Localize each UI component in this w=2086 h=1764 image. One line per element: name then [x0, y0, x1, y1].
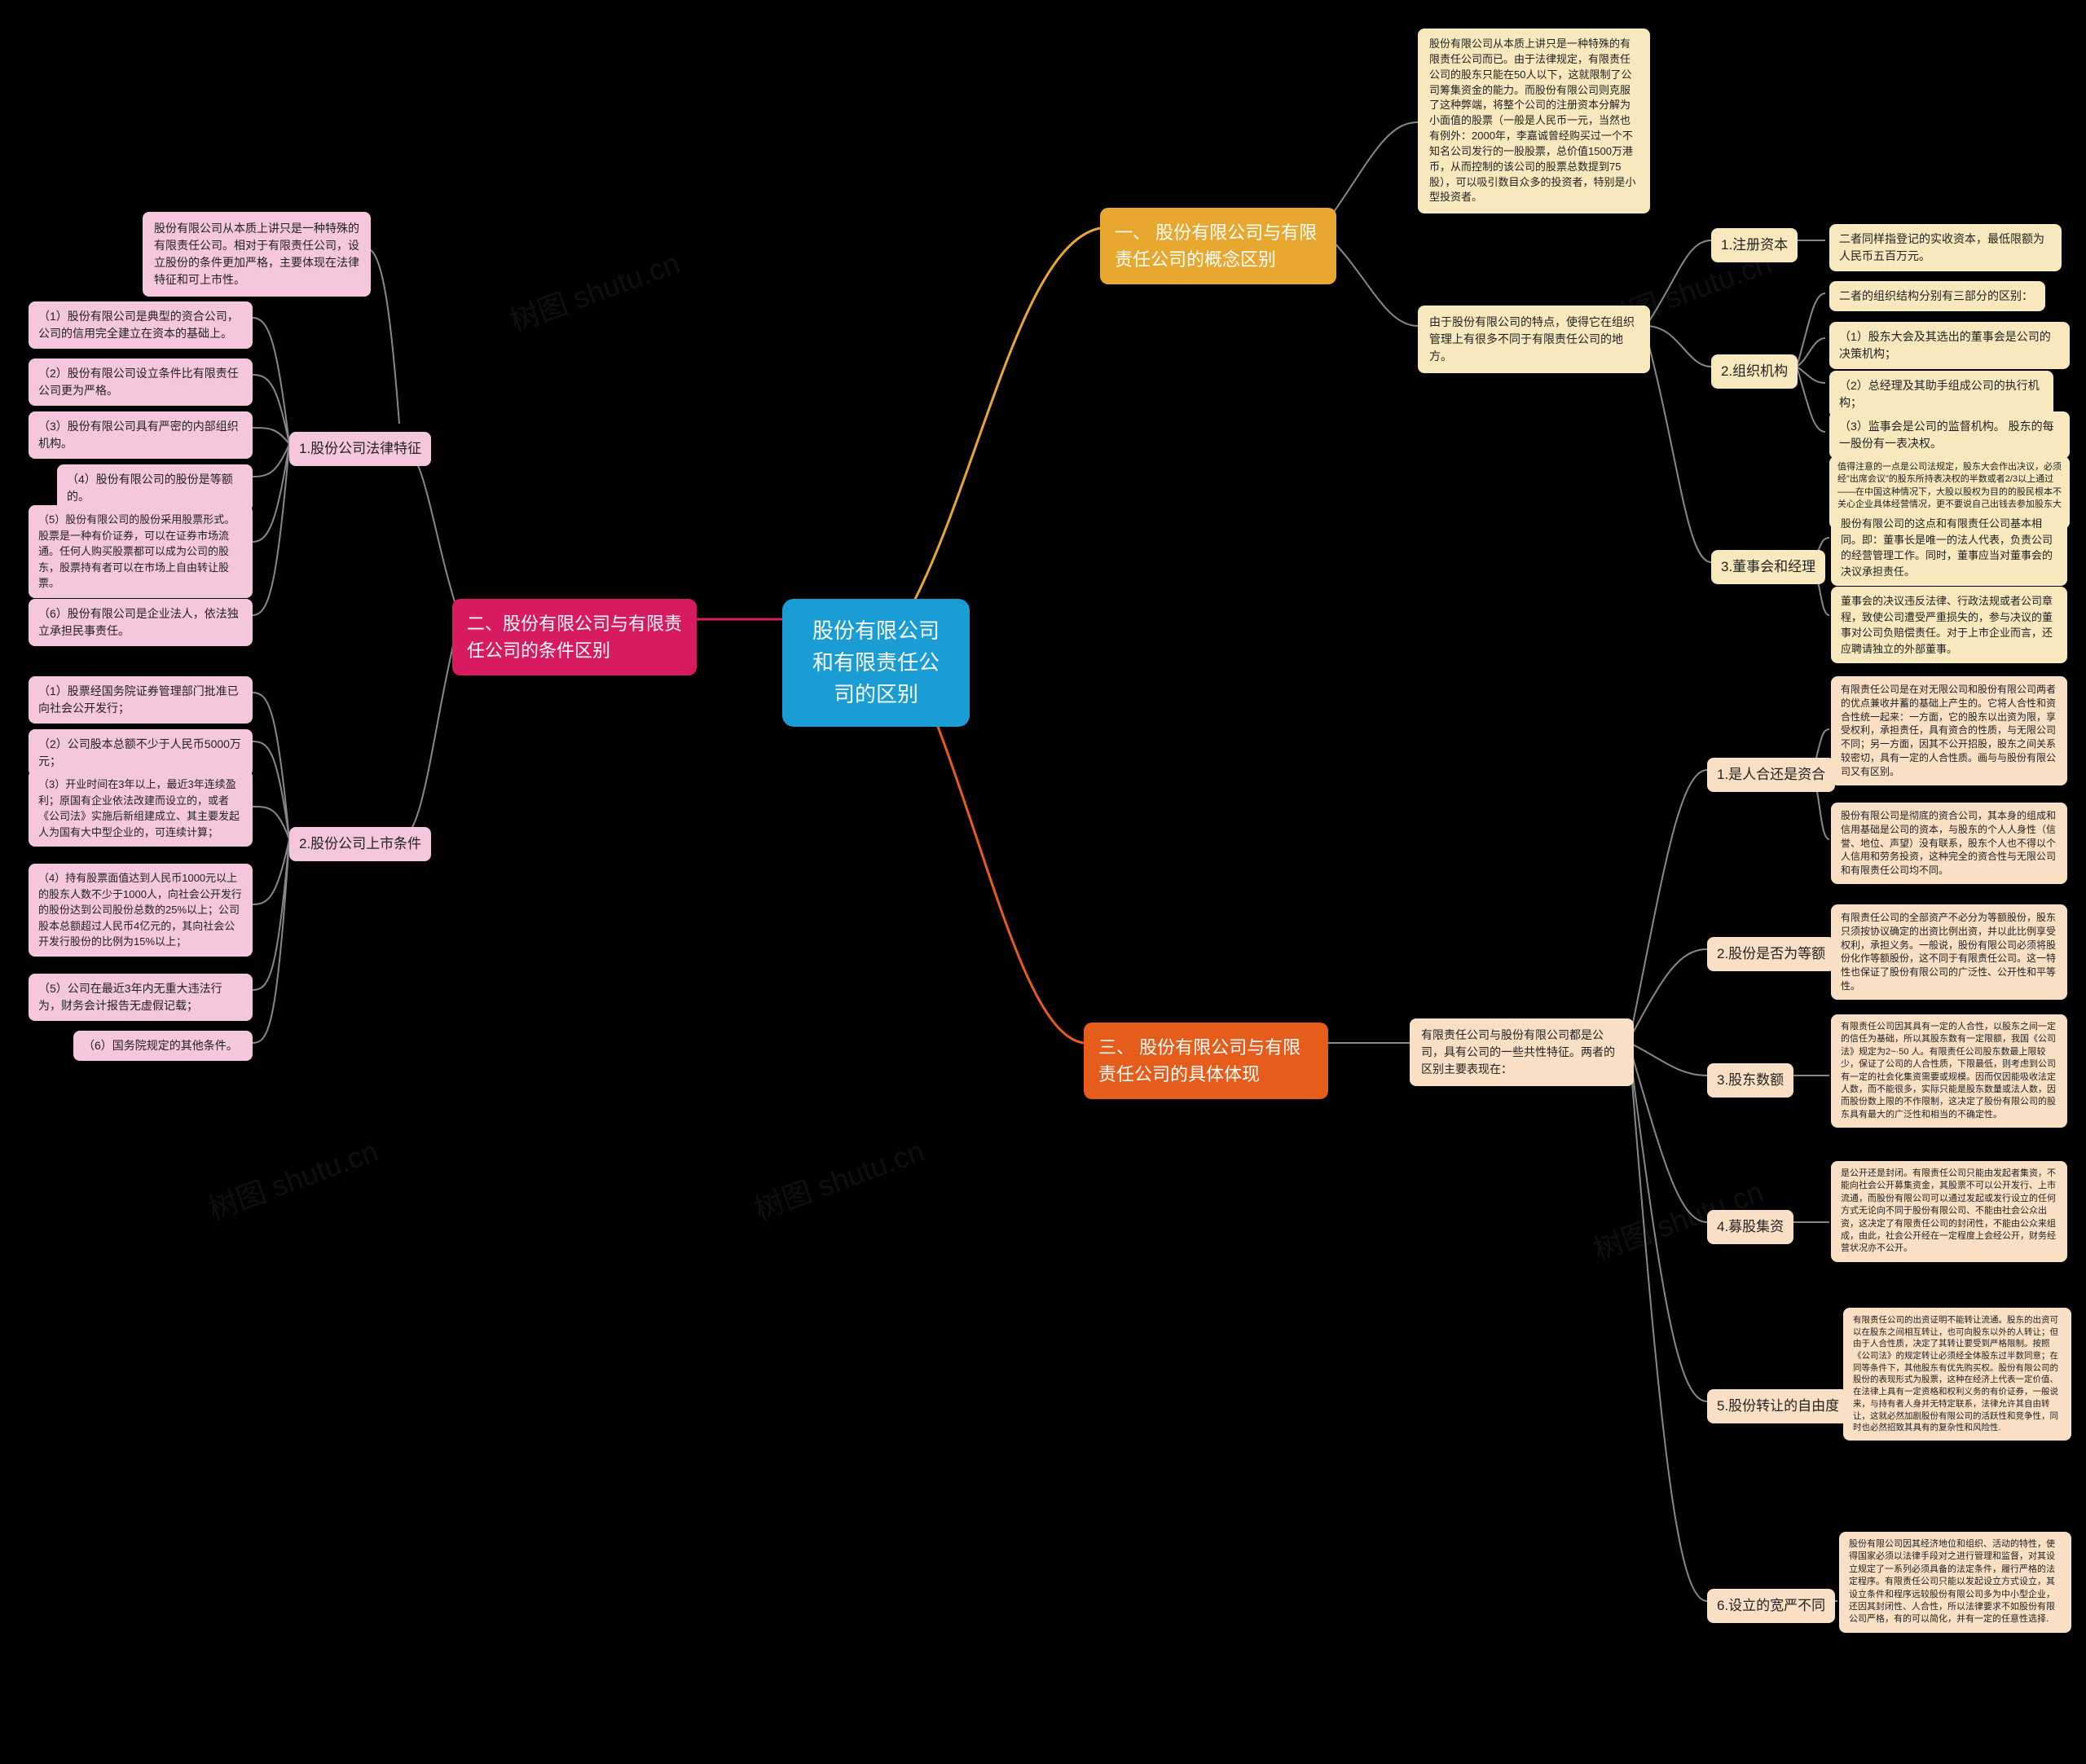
s2-g1-title: 1.股份公司法律特征 [289, 432, 431, 466]
s3-n1-title: 1.是人合还是资合 [1707, 758, 1835, 792]
s2-g2-c4: （4）持有股票面值达到人民币1000元以上的股东人数不少于1000人，向社会公开… [29, 864, 253, 957]
section3-title: 三、 股份有限公司与有限责任公司的具体体现 [1084, 1023, 1328, 1099]
s3-n6-b: 股份有限公司因其经济地位和组织、活动的特性，使得国家必须以法律手段对之进行管理和… [1839, 1532, 2071, 1633]
center-node: 股份有限公司和有限责任公司的区别 [782, 599, 970, 727]
s3-n3-title: 3.股东数额 [1707, 1063, 1793, 1098]
s1-n3-body1: 股份有限公司的这点和有限责任公司基本相同。即：董事长是唯一的法人代表，负责公司的… [1831, 509, 2067, 586]
s3-n1-b1: 有限责任公司是在对无限公司和股份有限公司两者的优点兼收并蓄的基础上产生的。它将人… [1831, 676, 2067, 785]
s2-g2-c3: （3）开业时间在3年以上，最近3年连续盈利；原国有企业依法改建而设立的，或者《公… [29, 770, 253, 847]
s1-n1-body: 二者同样指登记的实收资本，最低限额为人民币五百万元。 [1829, 224, 2062, 271]
s2-g1-c2: （2）股份有限公司设立条件比有限责任公司更为严格。 [29, 359, 253, 406]
s2-g1-c6: （6）股份有限公司是企业法人，依法独立承担民事责任。 [29, 599, 253, 646]
s3-n1-b2: 股份有限公司是彻底的资合公司，其本身的组成和信用基础是公司的资本，与股东的个人人… [1831, 803, 2067, 884]
s3-n4-b: 是公开还是封闭。有限责任公司只能由发起者集资，不能向社会公开募集资金，其股票不可… [1831, 1161, 2067, 1262]
s2-g1-c1: （1）股份有限公司是典型的资合公司，公司的信用完全建立在资本的基础上。 [29, 301, 253, 349]
watermark: 树图 shutu.cn [504, 240, 685, 340]
s1-n2-c3: （3）监事会是公司的监督机构。 股东的每一股份有一表决权。 [1829, 411, 2070, 459]
section1-intro: 股份有限公司从本质上讲只是一种特殊的有限责任公司而已。由于法律规定，有限责任公司… [1418, 29, 1650, 213]
s1-n2-c1: （1）股东大会及其选出的董事会是公司的决策机构； [1829, 322, 2070, 369]
s2-g2-c1: （1）股票经国务院证券管理部门批准已向社会公开发行； [29, 676, 253, 724]
s3-n2-b: 有限责任公司的全部资产不必分为等额股份，股东只须按协议确定的出资比例出资，并以此… [1831, 904, 2067, 1000]
s3-n3-b: 有限责任公司因其具有一定的人合性，以股东之间一定的信任为基础，所以其股东数有一定… [1831, 1014, 2067, 1128]
s2-g2-title: 2.股份公司上市条件 [289, 827, 431, 861]
section2-title: 二、股份有限公司与有限责任公司的条件区别 [452, 599, 697, 675]
s1-n1-title: 1.注册资本 [1711, 228, 1798, 262]
s2-g2-c5: （5）公司在最近3年内无重大违法行为，财务会计报告无虚假记载； [29, 974, 253, 1021]
s1-n3-body2: 董事会的决议违反法律、行政法规或者公司章程，致使公司遭受严重损失的，参与决议的董… [1831, 587, 2067, 663]
s2-g1-c5: （5）股份有限公司的股份采用股票形式。股票是一种有价证券，可以在证券市场流通。任… [29, 505, 253, 598]
section2-intro: 股份有限公司从本质上讲只是一种特殊的有限责任公司。相对于有限责任公司，设立股份的… [143, 212, 371, 297]
s3-n2-title: 2.股份是否为等额 [1707, 937, 1835, 971]
s1-n2-title: 2.组织机构 [1711, 354, 1798, 389]
s2-g2-c6: （6）国务院规定的其他条件。 [73, 1031, 253, 1061]
watermark: 树图 shutu.cn [202, 1128, 384, 1228]
section1-title: 一、 股份有限公司与有限责任公司的概念区别 [1100, 208, 1336, 284]
s3-n5-b: 有限责任公司的出资证明不能转让流通。股东的出资可以在股东之间相互转让，也可向股东… [1843, 1308, 2071, 1441]
section3-intro: 有限责任公司与股份有限公司都是公司，具有公司的一些共性特征。两者的区别主要表现在… [1410, 1018, 1634, 1086]
watermark: 树图 shutu.cn [748, 1128, 930, 1228]
s2-g1-c3: （3）股份有限公司具有严密的内部组织机构。 [29, 411, 253, 459]
s3-n4-title: 4.募股集资 [1707, 1210, 1793, 1244]
section1-intro2: 由于股份有限公司的特点，使得它在组织管理上有很多不同于有限责任公司的地方。 [1418, 306, 1650, 373]
s3-n5-title: 5.股份转让的自由度 [1707, 1389, 1849, 1423]
s1-n3-title: 3.董事会和经理 [1711, 550, 1825, 584]
s1-n2-body: 二者的组织结构分别有三部分的区别： [1829, 281, 2045, 311]
s3-n6-title: 6.设立的宽严不同 [1707, 1589, 1835, 1623]
